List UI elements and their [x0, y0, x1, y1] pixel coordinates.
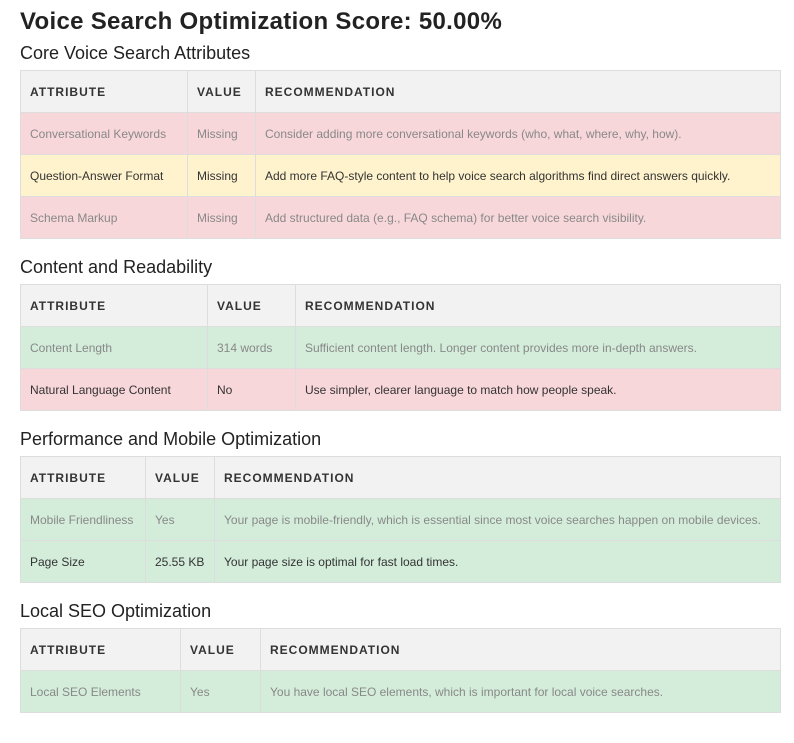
table-cell: Content Length [20, 326, 208, 369]
table-row: Question-Answer Format Missing Add more FA… [20, 154, 781, 197]
table-cell: 25.55 KB [145, 540, 215, 583]
table-cell: Add more FAQ-style content to help voice… [255, 154, 781, 197]
page-title: Voice Search Optimization Score: 50.00% [20, 8, 503, 35]
table-cell: Missing [187, 196, 256, 239]
table-cell: Missing [187, 154, 256, 197]
table-cell: Conversational Keywords [20, 112, 188, 155]
table-cell: Consider adding more conversational keyw… [255, 112, 781, 155]
data-table: ATTRIBUTE VALUE RECOMMENDATION Local SEO El… [20, 628, 781, 713]
table-cell: Your page size is optimal for fast load … [214, 540, 781, 583]
column-header: ATTRIBUTE [20, 456, 146, 499]
section-heading: Local SEO Optimization [20, 601, 212, 621]
column-header: RECOMMENDATION [260, 628, 781, 671]
table-row: Schema Markup Missing Add structured data … [20, 196, 781, 239]
table-row: Local SEO Elements Yes You have local SEO … [20, 670, 781, 713]
report: Voice Search Optimization Score: 50.00% … [20, 8, 781, 713]
column-header: VALUE [180, 628, 261, 671]
column-header: ATTRIBUTE [20, 628, 181, 671]
table-cell: Mobile Friendliness [20, 498, 146, 541]
section-heading: Core Voice Search Attributes [20, 43, 251, 63]
header-row: ATTRIBUTE VALUE RECOMMENDATION [20, 284, 781, 327]
column-header: VALUE [145, 456, 215, 499]
column-header: ATTRIBUTE [20, 70, 188, 113]
column-header: VALUE [187, 70, 256, 113]
table-cell: No [207, 368, 296, 411]
table-row: Mobile Friendliness Yes Your page is mobil… [20, 498, 781, 541]
table-cell: Yes [180, 670, 261, 713]
column-header: RECOMMENDATION [214, 456, 781, 499]
table-cell: Question-Answer Format [20, 154, 188, 197]
table-cell: 314 words [207, 326, 296, 369]
table-cell: Use simpler, clearer language to match h… [295, 368, 781, 411]
table-cell: Sufficient content length. Longer conten… [295, 326, 781, 369]
header-row: ATTRIBUTE VALUE RECOMMENDATION [20, 70, 781, 113]
data-table: ATTRIBUTE VALUE RECOMMENDATION Mobile Frien… [20, 456, 781, 583]
table-row: Content Length 314 words Sufficient conten… [20, 326, 781, 369]
table-cell: Natural Language Content [20, 368, 208, 411]
table-cell: Your page is mobile-friendly, which is e… [214, 498, 781, 541]
section-heading: Performance and Mobile Optimization [20, 429, 322, 449]
column-header: RECOMMENDATION [295, 284, 781, 327]
header-row: ATTRIBUTE VALUE RECOMMENDATION [20, 628, 781, 671]
table-cell: Local SEO Elements [20, 670, 181, 713]
table-cell: Missing [187, 112, 256, 155]
data-table: ATTRIBUTE VALUE RECOMMENDATION Content Leng… [20, 284, 781, 411]
column-header: VALUE [207, 284, 296, 327]
data-table: ATTRIBUTE VALUE RECOMMENDATION Conversation… [20, 70, 781, 239]
section-heading: Content and Readability [20, 257, 213, 277]
table-cell: Schema Markup [20, 196, 188, 239]
table-cell: Page Size [20, 540, 146, 583]
table-cell: Add structured data (e.g., FAQ schema) f… [255, 196, 781, 239]
header-row: ATTRIBUTE VALUE RECOMMENDATION [20, 456, 781, 499]
table-row: Conversational Keywords Missing Consider a… [20, 112, 781, 155]
table-cell: Yes [145, 498, 215, 541]
table-cell: You have local SEO elements, which is im… [260, 670, 781, 713]
column-header: RECOMMENDATION [255, 70, 781, 113]
column-header: ATTRIBUTE [20, 284, 208, 327]
table-row: Page Size 25.55 KB Your page size is optim… [20, 540, 781, 583]
table-row: Natural Language Content No Use simpler, c… [20, 368, 781, 411]
